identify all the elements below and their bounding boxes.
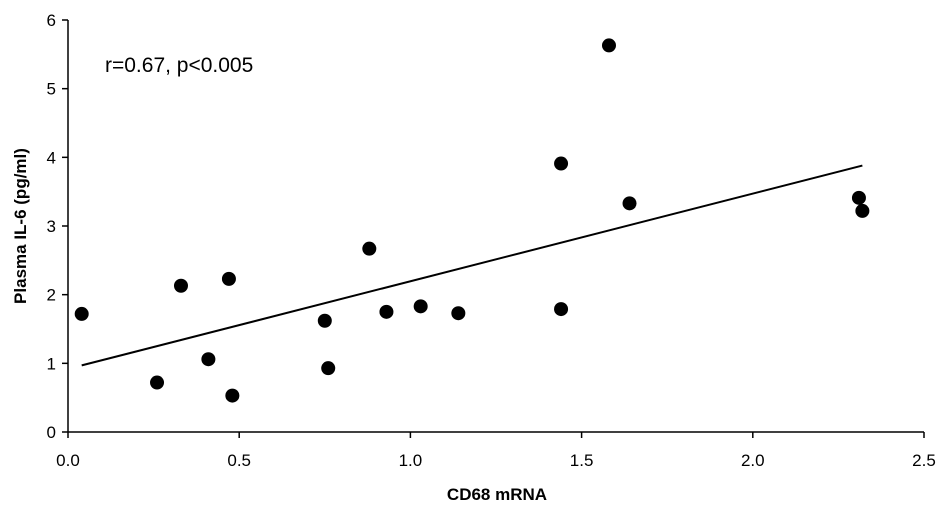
x-axis-title: CD68 mRNA <box>447 485 547 504</box>
data-point <box>225 388 240 403</box>
data-point <box>855 203 870 218</box>
x-tick-label: 2.5 <box>912 451 936 470</box>
y-tick-label: 2 <box>47 286 56 305</box>
y-tick-label: 0 <box>47 423 56 442</box>
data-point <box>317 313 332 328</box>
data-point <box>851 190 866 205</box>
x-tick-label: 0.0 <box>56 451 80 470</box>
y-axis-title: Plasma IL-6 (pg/ml) <box>11 148 30 304</box>
axes <box>67 20 924 433</box>
trendline <box>81 164 863 367</box>
y-tick-label: 5 <box>47 80 56 99</box>
trendline-group <box>81 164 863 367</box>
data-point <box>74 306 89 321</box>
data-point <box>150 375 165 390</box>
tick-labels: 0 1 2 3 4 5 6 0.0 0.5 1.0 1.5 2.0 2.5 <box>47 11 936 470</box>
data-point <box>554 156 569 171</box>
data-point <box>173 278 188 293</box>
ticks <box>62 19 925 438</box>
data-point <box>622 196 637 211</box>
data-point <box>554 302 569 317</box>
x-tick-label: 1.0 <box>399 451 423 470</box>
x-tick-label: 1.5 <box>570 451 594 470</box>
data-point <box>221 271 236 286</box>
data-point <box>379 304 394 319</box>
data-point <box>321 361 336 376</box>
data-point <box>451 306 466 321</box>
data-point <box>362 241 377 256</box>
y-tick-label: 3 <box>47 217 56 236</box>
correlation-annotation: r=0.67, p<0.005 <box>105 54 253 77</box>
data-point <box>601 38 616 53</box>
x-tick-label: 2.0 <box>741 451 765 470</box>
data-points <box>74 38 870 403</box>
x-tick-label: 0.5 <box>227 451 251 470</box>
data-point <box>201 352 216 367</box>
y-tick-label: 6 <box>47 11 56 30</box>
data-point <box>413 299 428 314</box>
y-tick-label: 1 <box>47 354 56 373</box>
y-tick-label: 4 <box>47 148 56 167</box>
